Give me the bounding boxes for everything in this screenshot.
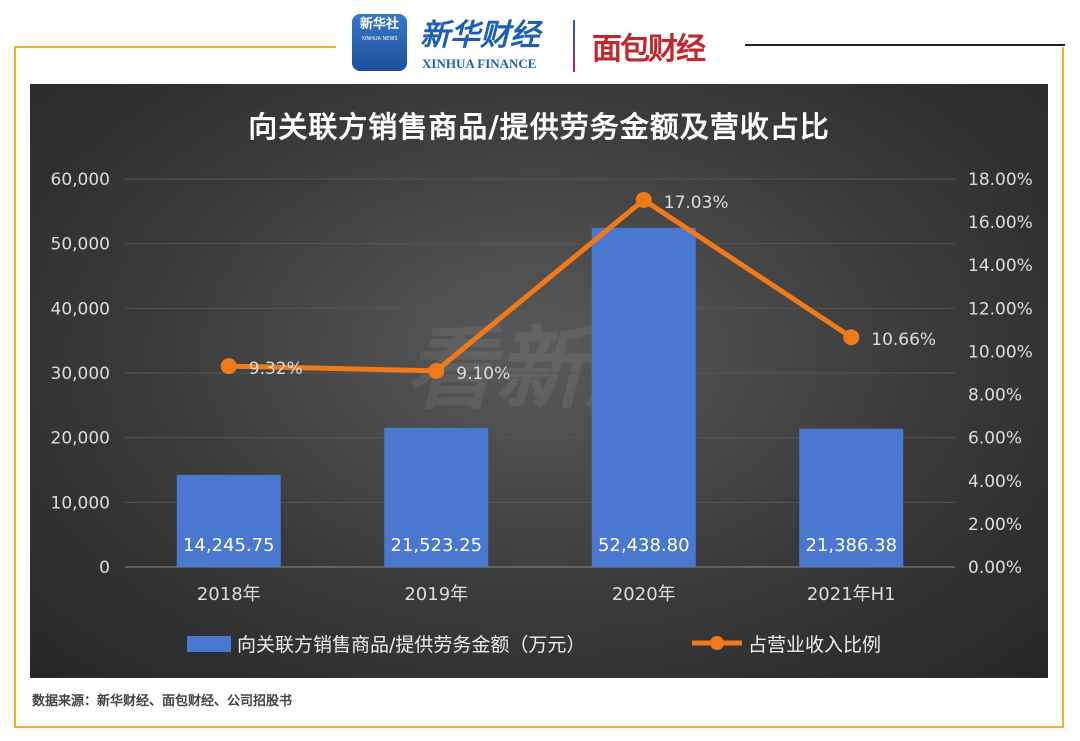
bar <box>799 428 904 567</box>
x-tick-label: 2019年 <box>404 584 468 605</box>
x-tick-label: 2020年 <box>612 584 676 605</box>
y-left-tick-label: 50,000 <box>51 235 110 255</box>
xinhua-finance-logo-sub: XINHUA FINANCE <box>422 56 537 71</box>
line-data-label: 10.66% <box>871 330 936 350</box>
y-left-tick-label: 30,000 <box>51 364 110 384</box>
logo-separator <box>573 20 575 72</box>
legend-line-marker <box>710 636 724 650</box>
line-data-label: 9.32% <box>249 359 303 379</box>
source-note: 数据来源：新华财经、面包财经、公司招股书 <box>32 694 293 709</box>
frame-top-line-right <box>745 44 1065 46</box>
y-right-tick-label: 6.00% <box>968 429 1022 449</box>
bar-data-label: 21,523.25 <box>390 535 482 556</box>
logo-sub: XINHUA NEWS <box>361 36 398 42</box>
bar-data-label: 21,386.38 <box>805 535 897 556</box>
line-data-label: 9.10% <box>456 364 510 384</box>
y-right-tick-label: 16.00% <box>968 213 1033 233</box>
frame-top-line <box>14 46 336 48</box>
line-point <box>635 191 652 208</box>
y-left-tick-label: 60,000 <box>51 170 110 190</box>
y-right-tick-label: 14.00% <box>968 256 1033 276</box>
line-point <box>843 329 860 346</box>
bar-data-label: 52,438.80 <box>598 535 690 556</box>
logo-text: 新华社 <box>359 17 399 32</box>
legend-bar-swatch <box>187 636 231 652</box>
x-tick-label: 2018年 <box>197 584 261 605</box>
y-right-tick-label: 18.00% <box>968 170 1033 190</box>
xinhua-agency-logo: 新华社 XINHUA NEWS <box>352 14 407 71</box>
xinhua-finance-logo: 新华财经 <box>420 18 540 53</box>
bar <box>591 227 696 568</box>
y-right-tick-label: 12.00% <box>968 299 1033 319</box>
chart-panel <box>30 84 1048 678</box>
legend-bar-label: 向关联方销售商品/提供劳务金额（万元） <box>237 634 585 656</box>
y-left-tick-label: 20,000 <box>51 429 110 449</box>
y-right-tick-label: 2.00% <box>968 515 1022 535</box>
x-tick-label: 2021年H1 <box>807 584 896 605</box>
series-line <box>228 197 853 374</box>
frame <box>14 47 1064 728</box>
y-left-tick-label: 0 <box>99 558 110 578</box>
y-right-tick-label: 4.00% <box>968 472 1022 492</box>
bar-data-label: 14,245.75 <box>183 535 275 556</box>
bar <box>384 427 489 567</box>
line-point <box>220 358 237 375</box>
bar <box>176 474 281 567</box>
y-right-tick-label: 8.00% <box>968 386 1022 406</box>
mianbao-logo: 面包财经 <box>592 32 706 67</box>
y-left-tick-label: 40,000 <box>51 299 110 319</box>
y-right-tick-label: 10.00% <box>968 342 1033 362</box>
chart-title: 向关联方销售商品/提供劳务金额及营收占比 <box>248 110 830 144</box>
y-left-tick-label: 10,000 <box>51 493 110 513</box>
line-data-label: 17.03% <box>664 193 729 213</box>
line-point <box>428 362 445 379</box>
y-right-tick-label: 0.00% <box>968 558 1022 578</box>
legend-line-label: 占营业收入比例 <box>748 634 881 656</box>
